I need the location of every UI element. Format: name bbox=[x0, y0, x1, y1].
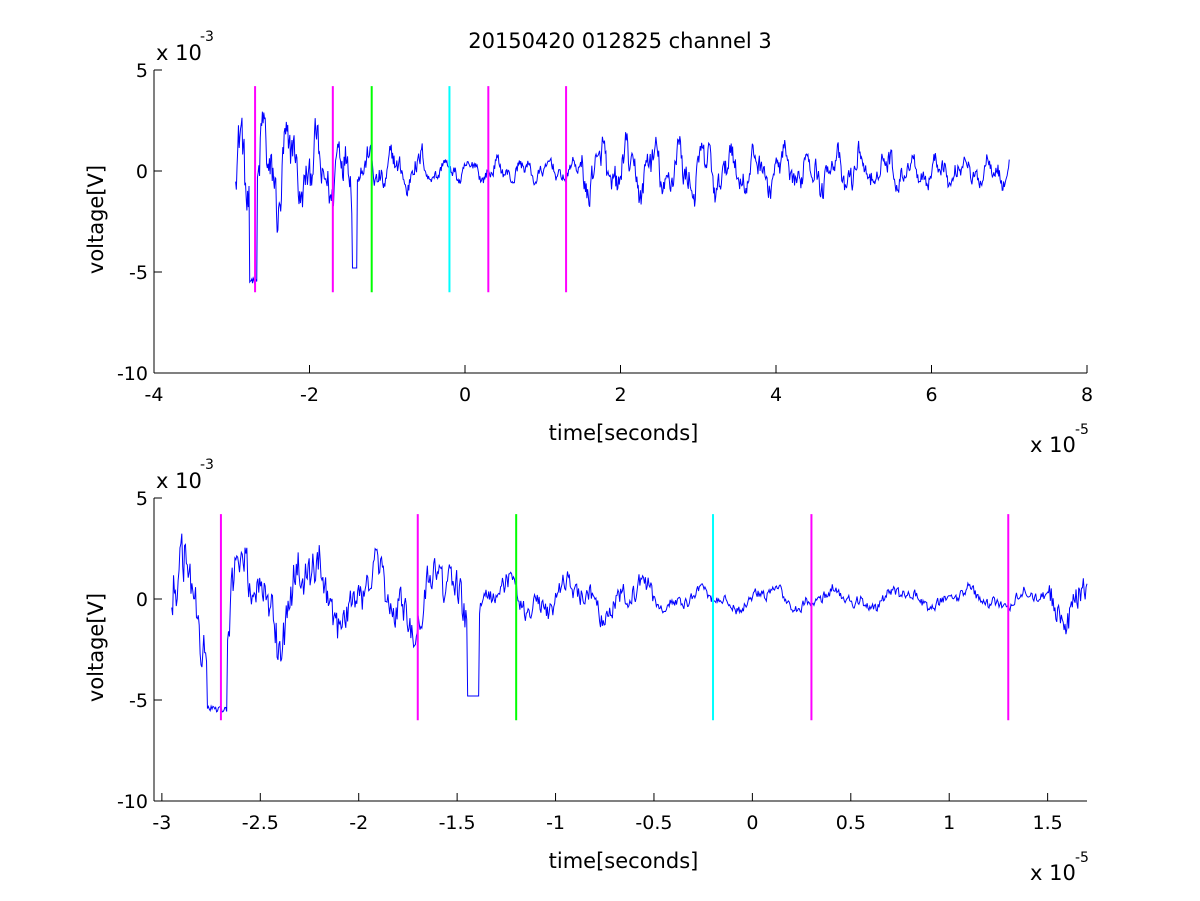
top-x-tick-label: 0 bbox=[459, 384, 471, 406]
top-x-tick-label: 4 bbox=[770, 384, 782, 406]
top-y-tick-label: 0 bbox=[136, 161, 148, 183]
bottom-x-axis-label: time[seconds] bbox=[549, 849, 699, 873]
top-signal-line bbox=[235, 111, 1010, 286]
top-x-tick-label: 2 bbox=[614, 384, 626, 406]
top-x-axis-label: time[seconds] bbox=[549, 421, 699, 445]
bottom-y-tick-label: 5 bbox=[136, 488, 148, 510]
bottom-plot-panel: -3 -2.5 -2 -1.5 -1 -0.5 0 0.5 1 1.5 -10 -5 0 5 time[se… bbox=[84, 457, 1089, 885]
top-x-tick-label: -4 bbox=[145, 384, 164, 406]
top-y-tick-label: 5 bbox=[136, 60, 148, 82]
bottom-x-tick-label: -2.5 bbox=[242, 812, 279, 834]
top-y-tick-label: -5 bbox=[129, 262, 148, 284]
top-y-tick-label: -10 bbox=[117, 363, 148, 385]
top-y-multiplier-label: x 10 bbox=[156, 41, 202, 65]
bottom-x-multiplier-exponent: -5 bbox=[1075, 850, 1089, 866]
top-plot-panel: -4 -2 0 2 4 6 8 -10 -5 0 5 time[seconds] voltage[V] x… bbox=[84, 29, 1093, 457]
bottom-x-multiplier-label: x 10 bbox=[1030, 861, 1076, 885]
top-y-multiplier-exponent: -3 bbox=[200, 29, 214, 45]
bottom-x-tick-label: -0.5 bbox=[635, 812, 672, 834]
bottom-x-tick-label: -1 bbox=[546, 812, 565, 834]
top-y-axis-label: voltage[V] bbox=[84, 165, 108, 274]
top-x-multiplier-exponent: -5 bbox=[1075, 422, 1089, 438]
bottom-signal-line bbox=[171, 533, 1088, 713]
bottom-x-tick-label: -2 bbox=[349, 812, 368, 834]
bottom-y-tick-label: 0 bbox=[136, 589, 148, 611]
bottom-y-multiplier-exponent: -3 bbox=[200, 457, 214, 473]
chart-title: 20150420 012825 channel 3 bbox=[468, 29, 772, 53]
top-x-multiplier-label: x 10 bbox=[1030, 433, 1076, 457]
bottom-x-tick-label: 0 bbox=[746, 812, 758, 834]
bottom-x-tick-label: 1.5 bbox=[1033, 812, 1063, 834]
bottom-x-tick-label: 0.5 bbox=[836, 812, 866, 834]
top-x-tick-label: -2 bbox=[300, 384, 319, 406]
top-x-tick-label: 6 bbox=[925, 384, 937, 406]
top-x-tick-label: 8 bbox=[1081, 384, 1093, 406]
bottom-x-tick-label: -3 bbox=[152, 812, 171, 834]
bottom-y-tick-label: -5 bbox=[129, 690, 148, 712]
bottom-y-multiplier-label: x 10 bbox=[156, 469, 202, 493]
bottom-y-tick-label: -10 bbox=[117, 791, 148, 813]
bottom-y-axis-label: voltage[V] bbox=[84, 593, 108, 702]
bottom-x-tick-label: -1.5 bbox=[439, 812, 476, 834]
bottom-x-tick-label: 1 bbox=[943, 812, 955, 834]
